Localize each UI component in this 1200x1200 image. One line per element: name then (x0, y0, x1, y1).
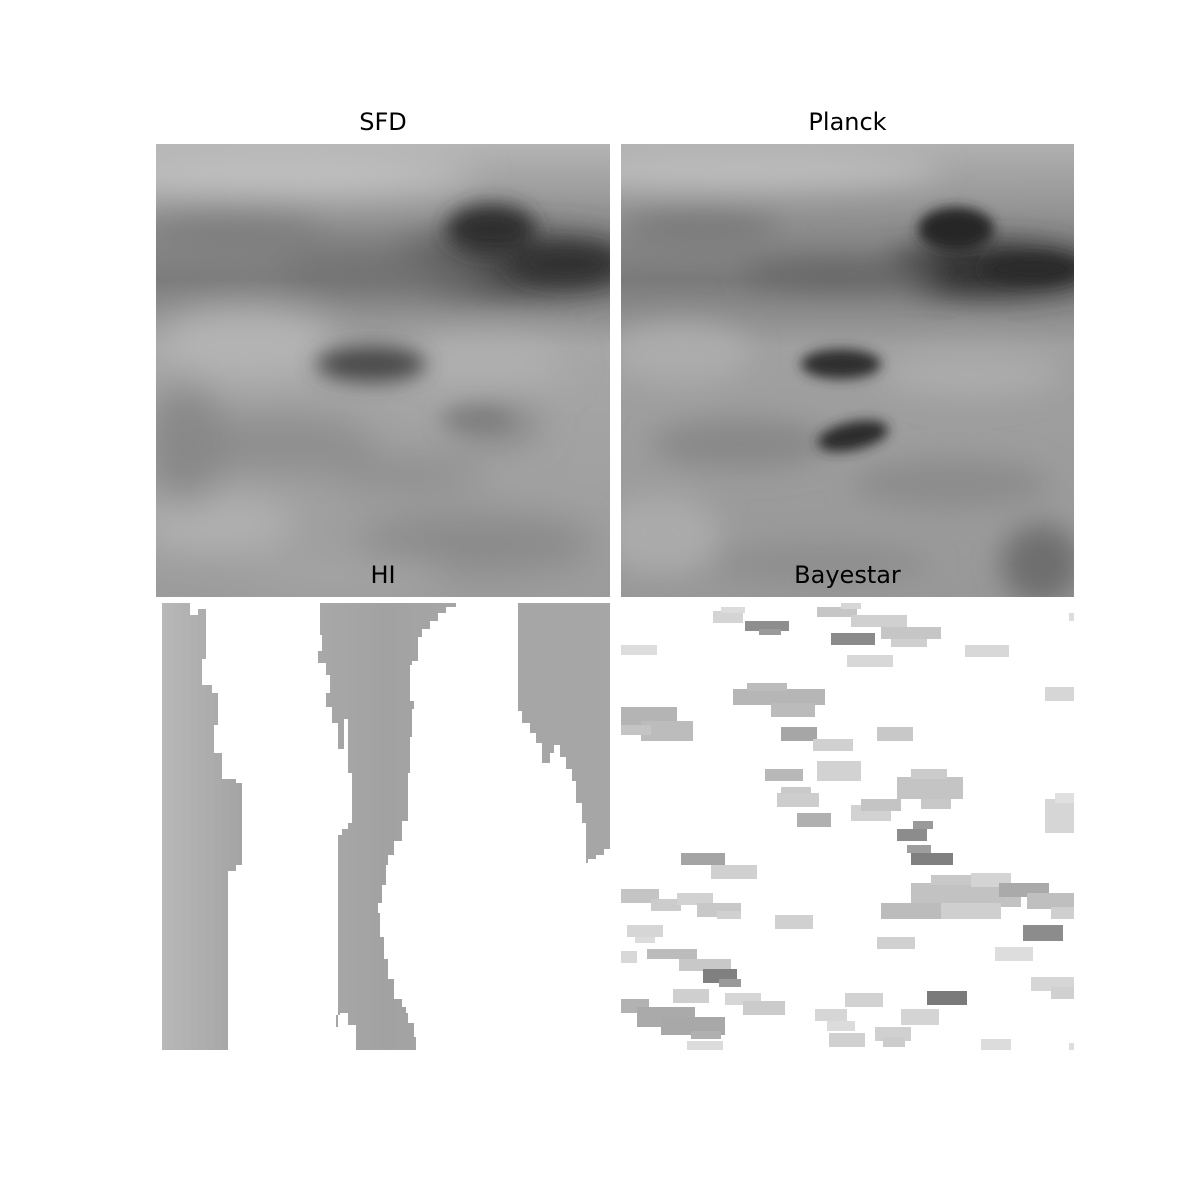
panel-title-planck: Planck (808, 108, 887, 136)
panel-title-sfd: SFD (359, 108, 407, 136)
planck-texture (621, 149, 1074, 597)
planck-central-clump (801, 349, 881, 379)
hi-left-stripe (162, 603, 242, 1050)
planck-clumps (801, 207, 1074, 452)
heatmap-hi (156, 603, 610, 1050)
hi-right-wedge (518, 603, 610, 863)
sfd-texture (156, 152, 610, 592)
panel-bayestar: Bayestar (621, 561, 1074, 1050)
panel-sfd: SFD (156, 108, 610, 597)
panel-planck: Planck (621, 108, 1074, 597)
hi-center-stripe (318, 603, 456, 1050)
heatmap-planck (621, 144, 1074, 597)
panel-hi: HI (156, 561, 610, 1050)
bayestar-patches (621, 603, 1074, 1050)
planck-lower-clump (817, 420, 889, 452)
panel-title-hi: HI (370, 561, 396, 589)
heatmap-bayestar (621, 603, 1074, 1050)
panel-title-bayestar: Bayestar (794, 561, 901, 589)
sfd-central-clump (316, 346, 426, 382)
sfd-clumps (316, 204, 610, 429)
heatmap-sfd (156, 144, 610, 597)
